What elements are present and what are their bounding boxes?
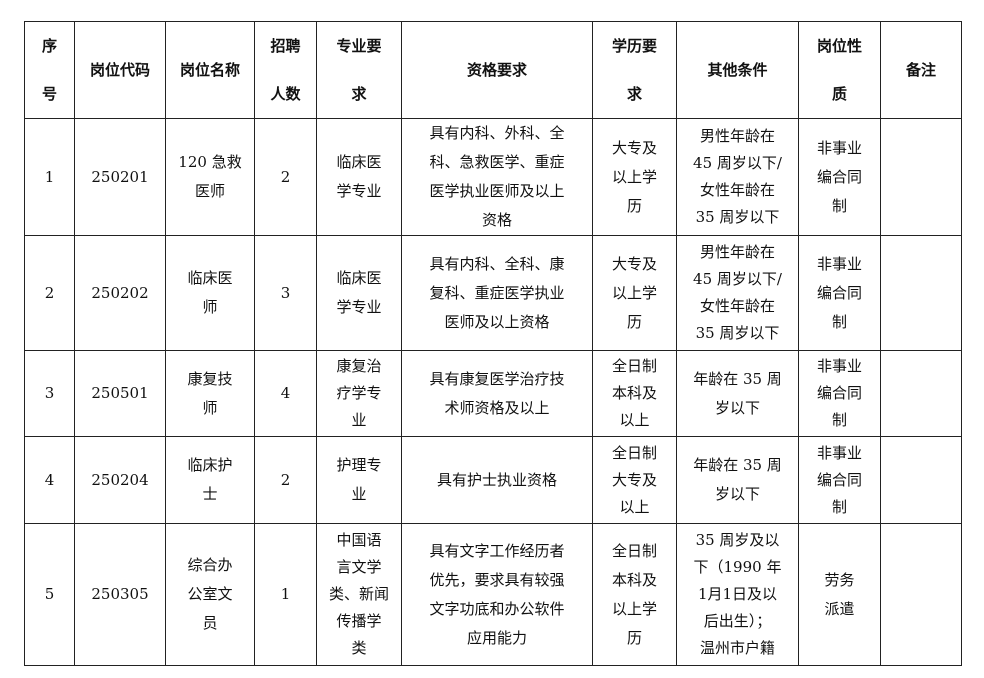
header-qualification: 资格要求 xyxy=(401,21,593,119)
cell-count: 2 xyxy=(254,118,317,236)
cell-notes xyxy=(880,523,962,666)
header-other: 其他条件 xyxy=(676,21,799,119)
cell-seq: 2 xyxy=(24,235,75,351)
cell-code: 250305 xyxy=(74,523,166,666)
cell-code: 250201 xyxy=(74,118,166,236)
recruitment-table: 序 号 岗位代码 岗位名称 招聘 人数 专业要 求 资格要求 学历要 求 其他条… xyxy=(24,21,962,666)
table-row: 1 250201 120 急救 医师 2 临床医 学专业 具有内科、外科、全 科… xyxy=(24,118,962,236)
header-major: 专业要 求 xyxy=(316,21,402,119)
cell-nature: 劳务 派遣 xyxy=(798,523,881,666)
cell-education: 大专及 以上学 历 xyxy=(592,235,677,351)
header-nature: 岗位性 质 xyxy=(798,21,881,119)
cell-major: 护理专 业 xyxy=(316,436,402,524)
cell-major: 临床医 学专业 xyxy=(316,118,402,236)
cell-qualification: 具有护士执业资格 xyxy=(401,436,593,524)
cell-nature: 非事业 编合同 制 xyxy=(798,118,881,236)
cell-major: 临床医 学专业 xyxy=(316,235,402,351)
cell-qualification: 具有内科、外科、全 科、急救医学、重症 医学执业医师及以上 资格 xyxy=(401,118,593,236)
cell-seq: 3 xyxy=(24,350,75,437)
cell-seq: 1 xyxy=(24,118,75,236)
cell-education: 全日制 本科及 以上学 历 xyxy=(592,523,677,666)
cell-major: 中国语 言文学 类、新闻 传播学 类 xyxy=(316,523,402,666)
table-row: 4 250204 临床护 士 2 护理专 业 具有护士执业资格 全日制 大专及 … xyxy=(24,436,962,524)
cell-major: 康复治 疗学专 业 xyxy=(316,350,402,437)
header-notes: 备注 xyxy=(880,21,962,119)
cell-code: 250202 xyxy=(74,235,166,351)
cell-other: 男性年龄在 45 周岁以下/ 女性年龄在 35 周岁以下 xyxy=(676,118,799,236)
cell-qualification: 具有康复医学治疗技 术师资格及以上 xyxy=(401,350,593,437)
table-row: 3 250501 康复技 师 4 康复治 疗学专 业 具有康复医学治疗技 术师资… xyxy=(24,350,962,437)
cell-count: 1 xyxy=(254,523,317,666)
header-name: 岗位名称 xyxy=(165,21,255,119)
cell-name: 120 急救 医师 xyxy=(165,118,255,236)
header-seq: 序 号 xyxy=(24,21,75,119)
cell-name: 康复技 师 xyxy=(165,350,255,437)
cell-notes xyxy=(880,235,962,351)
table-row: 5 250305 综合办 公室文 员 1 中国语 言文学 类、新闻 传播学 类 … xyxy=(24,523,962,666)
cell-code: 250501 xyxy=(74,350,166,437)
header-code: 岗位代码 xyxy=(74,21,166,119)
cell-other: 35 周岁及以 下（1990 年 1月1日及以 后出生）； 温州市户籍 xyxy=(676,523,799,666)
cell-education: 全日制 大专及 以上 xyxy=(592,436,677,524)
cell-other: 年龄在 35 周 岁以下 xyxy=(676,436,799,524)
cell-seq: 5 xyxy=(24,523,75,666)
cell-count: 3 xyxy=(254,235,317,351)
cell-notes xyxy=(880,436,962,524)
cell-other: 男性年龄在 45 周岁以下/ 女性年龄在 35 周岁以下 xyxy=(676,235,799,351)
cell-name: 临床护 士 xyxy=(165,436,255,524)
cell-qualification: 具有文字工作经历者 优先，要求具有较强 文字功底和办公软件 应用能力 xyxy=(401,523,593,666)
cell-other: 年龄在 35 周 岁以下 xyxy=(676,350,799,437)
cell-qualification: 具有内科、全科、康 复科、重症医学执业 医师及以上资格 xyxy=(401,235,593,351)
cell-name: 临床医 师 xyxy=(165,235,255,351)
cell-education: 大专及 以上学 历 xyxy=(592,118,677,236)
table-row: 2 250202 临床医 师 3 临床医 学专业 具有内科、全科、康 复科、重症… xyxy=(24,235,962,351)
cell-notes xyxy=(880,350,962,437)
cell-code: 250204 xyxy=(74,436,166,524)
cell-nature: 非事业 编合同 制 xyxy=(798,436,881,524)
header-count: 招聘 人数 xyxy=(254,21,317,119)
cell-count: 4 xyxy=(254,350,317,437)
cell-name: 综合办 公室文 员 xyxy=(165,523,255,666)
cell-seq: 4 xyxy=(24,436,75,524)
cell-count: 2 xyxy=(254,436,317,524)
cell-education: 全日制 本科及 以上 xyxy=(592,350,677,437)
cell-nature: 非事业 编合同 制 xyxy=(798,235,881,351)
header-row: 序 号 岗位代码 岗位名称 招聘 人数 专业要 求 资格要求 学历要 求 其他条… xyxy=(24,21,962,119)
cell-nature: 非事业 编合同 制 xyxy=(798,350,881,437)
header-education: 学历要 求 xyxy=(592,21,677,119)
cell-notes xyxy=(880,118,962,236)
